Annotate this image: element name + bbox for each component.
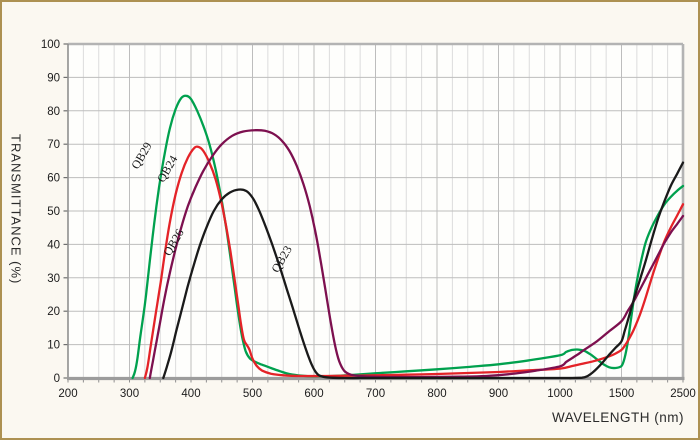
curve-QB26	[148, 129, 685, 380]
y-axis-title: TRANSMITTANCE (%)	[8, 133, 24, 285]
y-tick-label: 40	[47, 239, 60, 251]
y-tick-label: 90	[47, 72, 60, 84]
curve-QB24	[143, 145, 685, 380]
y-tick-label: 10	[47, 340, 60, 352]
x-tick-label: 900	[489, 388, 508, 400]
y-tick-label: 100	[41, 39, 60, 51]
x-axis-title: WAVELENGTH (nm)	[551, 410, 684, 425]
x-tick-label: 300	[120, 388, 139, 400]
x-tick-label: 2500	[670, 388, 696, 400]
x-tick-label: 700	[366, 388, 385, 400]
y-tick-label: 0	[54, 373, 60, 385]
x-tick-label: 800	[427, 388, 446, 400]
x-tick-label: 600	[304, 388, 323, 400]
x-tick-label: 1500	[609, 388, 635, 400]
x-tick-label: 1000	[547, 388, 573, 400]
x-tick-label: 500	[243, 388, 262, 400]
x-tick-label: 200	[58, 388, 77, 400]
y-tick-label: 30	[47, 273, 60, 285]
y-tick-label: 60	[47, 173, 60, 185]
x-tick-label: 400	[181, 388, 200, 400]
curve-QB23	[162, 161, 685, 380]
y-tick-label: 20	[47, 306, 60, 318]
y-tick-label: 80	[47, 106, 60, 118]
y-tick-label: 50	[47, 206, 60, 218]
y-tick-label: 70	[47, 139, 60, 151]
